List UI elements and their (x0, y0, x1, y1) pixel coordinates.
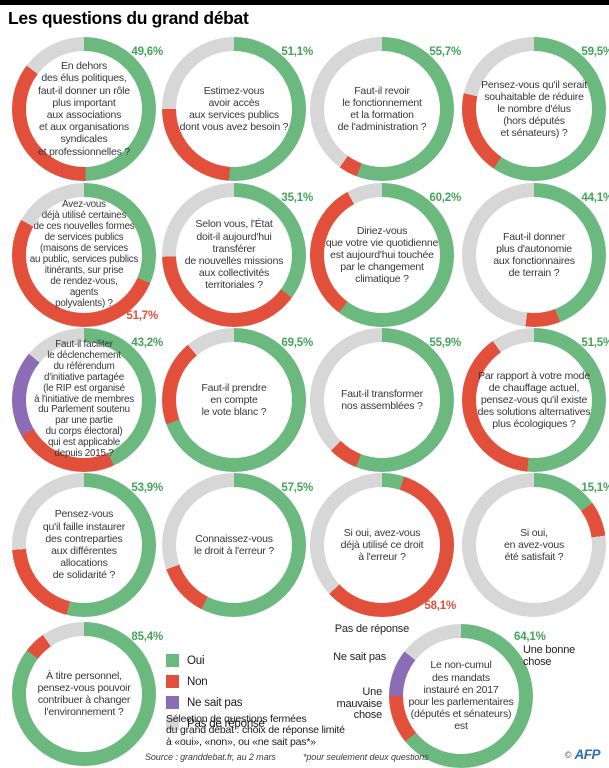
percent-label: 55,9% (429, 337, 461, 349)
donut-question: Pensez-vous qu'il serait souhaitable de … (481, 78, 587, 140)
afp-logo: AFP (574, 747, 601, 762)
donut-hole (476, 487, 592, 603)
donut-hole (176, 197, 292, 313)
donut-hole (176, 342, 292, 458)
donut-hole (403, 638, 519, 754)
donut-question: Par rapport à votre mode de chauffage ac… (477, 369, 591, 431)
legend-label-oui: Oui (187, 654, 205, 667)
donut-chart-3: Faut-il revoir le fonctionnement et la f… (310, 37, 461, 181)
donut-chart-8: Faut-il donner plus d'autonomie aux fonc… (462, 183, 609, 327)
donut-question: Faut-il prendre en compte le vote blanc … (201, 381, 267, 419)
legend-swatch-ne-sait-pas-icon (166, 696, 179, 709)
afp-credit: © AFP (564, 747, 601, 762)
methodology-note: Sélection de questions fermées du grand … (166, 713, 345, 748)
donut-chart-15: Si oui, avez-vous déjà utilisé ce droit … (310, 473, 456, 617)
donut-hole (26, 342, 142, 458)
donut-question: Estimez-vous avoir accès aux services pu… (179, 84, 289, 134)
page-title: Les questions du grand débat (8, 8, 249, 28)
legend-swatch-oui-icon (166, 654, 179, 667)
donut-question: Le non-cumul des mandats instauré en 201… (408, 659, 514, 733)
donut-question: Faut-il donner plus d'autonomie aux fonc… (493, 230, 575, 280)
donut-chart-2: Estimez-vous avoir accès aux services pu… (162, 37, 313, 181)
donut-question: Faut-il transformer nos assemblées ? (341, 387, 423, 412)
donut-question: Pensez-vous qu'il faille instaurer des c… (42, 508, 126, 582)
donut-hole (176, 487, 292, 603)
annotation-label: 64,1% (514, 631, 546, 643)
donut-question: Faut-il faciliter le déclenchement du ré… (34, 338, 134, 460)
donut-chart-18: Le non-cumul des mandats instauré en 201… (389, 624, 533, 768)
donut-hole (324, 342, 440, 458)
donut-chart-14: Connaissez-vous le droit à l'erreur ? 57,… (162, 473, 313, 617)
donut-hole (476, 342, 592, 458)
legend-item-pas-de-reponse: Pas de réponse (166, 717, 265, 730)
percent-label: 51,7% (126, 310, 158, 322)
copyright-symbol: © (564, 749, 572, 760)
percent-label: 53,9% (131, 482, 163, 494)
percent-label: 58,1% (424, 600, 456, 612)
donut-question: En dehors des élus politiques, faut-il d… (37, 60, 131, 158)
top-black-bar (0, 0, 609, 5)
source-text: Source : granddebat.fr, au 2 mars (145, 752, 276, 762)
percent-label: 85,4% (131, 631, 163, 643)
donut-question: Si oui, en avez-vous été satisfait ? (503, 526, 565, 564)
donut-hole (26, 51, 142, 167)
donut-chart-13: Pensez-vous qu'il faille instaurer des c… (12, 473, 163, 617)
percent-label: 35,1% (281, 192, 313, 204)
donut-chart-6: Selon vous, l'État doit-il aujourd'hui t… (162, 183, 313, 327)
percent-label: 57,5% (281, 482, 313, 494)
percent-label: 60,2% (429, 192, 461, 204)
legend-label-ne-sait-pas: Ne sait pas (187, 696, 243, 709)
legend-item-ne-sait-pas: Ne sait pas (166, 696, 265, 709)
donut-chart-1: En dehors des élus politiques, faut-il d… (12, 37, 163, 181)
donut-question: À titre personnel, pensez-vous pouvoir c… (37, 669, 131, 719)
percent-label: 55,7% (429, 46, 461, 58)
donut-hole (476, 197, 592, 313)
donut-question: Diriez-vous que votre vie quotidienne es… (325, 224, 439, 286)
percent-label: 51,1% (281, 46, 313, 58)
donut-hole (26, 197, 142, 313)
percent-label: 49,6% (131, 46, 163, 58)
percent-label: 69,5% (281, 337, 313, 349)
footnote-text: *pour seulement deux questions (303, 752, 429, 762)
percent-label: 43,2% (131, 337, 163, 349)
legend-swatch-pas-de-reponse-icon (166, 717, 179, 730)
donut-chart-12: Par rapport à votre mode de chauffage ac… (462, 328, 609, 472)
percent-label: 44,1% (581, 192, 609, 204)
donut-chart-10: Faut-il prendre en compte le vote blanc … (162, 328, 313, 472)
annotation-label: Une mauvaise chose (336, 686, 383, 722)
donut-question: Connaissez-vous le droit à l'erreur ? (193, 532, 275, 557)
legend-label-non: Non (187, 675, 208, 688)
donut-question: Faut-il revoir le fonctionnement et la f… (337, 84, 427, 134)
donut-question: Avez-vous déjà utilisé certaines de ces … (29, 199, 139, 309)
percent-label: 15,1% (581, 482, 609, 494)
legend-item-non: Non (166, 675, 265, 688)
annotation-label: Pas de réponse (334, 623, 409, 635)
donut-hole (26, 636, 142, 752)
donut-hole (324, 197, 440, 313)
annotation-label: Une bonne chose (523, 644, 576, 668)
donut-question: Si oui, avez-vous déjà utilisé ce droit … (340, 526, 424, 564)
donut-chart-11: Faut-il transformer nos assemblées ? 55,9… (310, 328, 461, 472)
donut-chart-5: Avez-vous déjà utilisé certaines de ces … (12, 183, 158, 327)
legend-item-oui: Oui (166, 654, 265, 667)
donut-hole (26, 487, 142, 603)
legend-swatch-non-icon (166, 675, 179, 688)
legend: Oui Non Ne sait pas Pas de réponse (166, 654, 265, 738)
donut-chart-7: Diriez-vous que votre vie quotidienne es… (310, 183, 461, 327)
donut-hole (324, 51, 440, 167)
donut-hole (176, 51, 292, 167)
donut-question: Selon vous, l'État doit-il aujourd'hui t… (184, 218, 284, 292)
percent-label: 59,5% (581, 46, 609, 58)
donut-chart-17: À titre personnel, pensez-vous pouvoir c… (12, 622, 163, 766)
annotation-label: Ne sait pas (333, 651, 386, 663)
donut-chart-4: Pensez-vous qu'il serait souhaitable de … (462, 37, 609, 181)
legend-label-pas-de-reponse: Pas de réponse (187, 717, 265, 730)
donut-chart-16: Si oui, en avez-vous été satisfait ? 15,1… (462, 473, 609, 617)
donut-hole (324, 487, 440, 603)
percent-label: 51,5% (581, 337, 609, 349)
donut-chart-9: Faut-il faciliter le déclenchement du ré… (12, 328, 163, 472)
donut-hole (476, 51, 592, 167)
